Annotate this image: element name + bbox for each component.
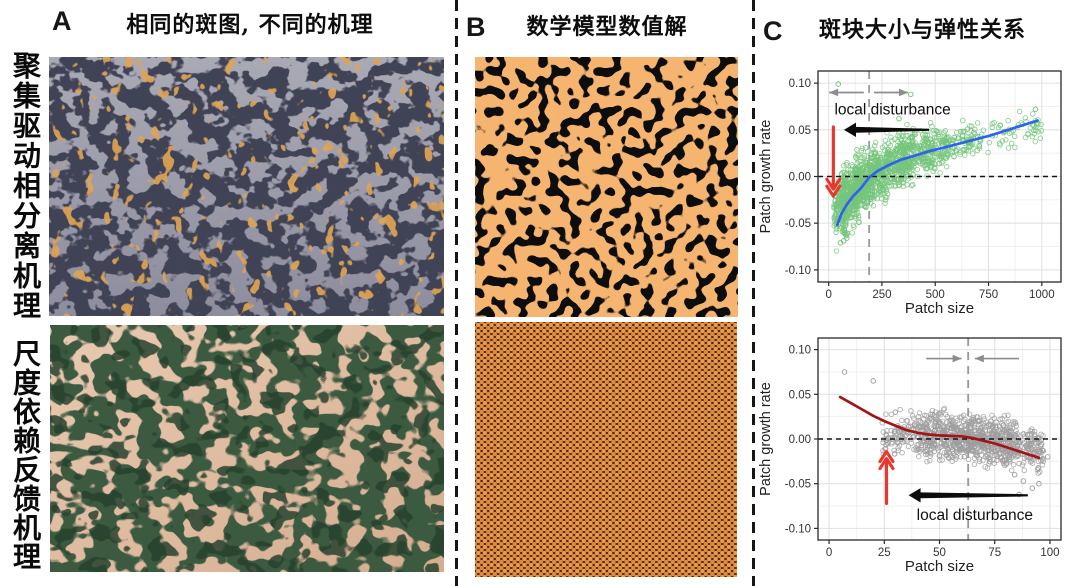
svg-text:Patch size: Patch size — [905, 558, 974, 575]
svg-text:500: 500 — [926, 289, 945, 301]
svg-text:0.00: 0.00 — [789, 172, 811, 184]
patch-growth-vs-size-chart-bottom: 0 25 50 75 100 -0.10 -0.05 0.00 0.05 0.10 Patch si… — [757, 324, 1075, 576]
svg-text:0: 0 — [825, 289, 831, 301]
mussel-bed-photo — [49, 57, 444, 316]
svg-text:0.05: 0.05 — [789, 125, 811, 137]
svg-text:0: 0 — [826, 547, 832, 559]
hexagonal-dot-pattern-simulation — [475, 322, 737, 577]
svg-text:Patch growth rate: Patch growth rate — [758, 120, 774, 234]
svg-text:0.05: 0.05 — [789, 389, 811, 401]
svg-text:local disturbance: local disturbance — [917, 507, 1033, 524]
svg-text:1000: 1000 — [1029, 289, 1055, 301]
panel-b-title: 数学模型数值解 — [526, 14, 688, 40]
turing-spot-pattern-simulation — [475, 57, 738, 317]
panel-divider-right — [752, 0, 755, 586]
svg-text:75: 75 — [988, 547, 1001, 559]
svg-text:250: 250 — [872, 289, 891, 301]
panel-b-letter: B — [466, 12, 486, 42]
panel-c-title: 斑块大小与弹性关系 — [818, 17, 1026, 43]
mechanism-label-phase-separation: 聚集驱动相分离机理 — [9, 51, 42, 321]
panel-c-letter: C — [763, 16, 783, 46]
patch-growth-vs-size-chart-top: 0 250 500 750 1000 -0.10 -0.05 0.00 0.05 0.10 Patc… — [757, 45, 1075, 313]
svg-text:0.10: 0.10 — [789, 345, 811, 357]
svg-text:25: 25 — [878, 547, 891, 559]
panel-a-title: 相同的斑图, 不同的机理 — [126, 12, 374, 38]
svg-text:0.00: 0.00 — [789, 434, 811, 446]
mechanism-label-scale-dependent-feedback: 尺度依赖反馈机理 — [9, 339, 42, 571]
panel-divider-left — [455, 0, 458, 586]
svg-text:100: 100 — [1040, 547, 1059, 559]
svg-text:-0.05: -0.05 — [785, 479, 811, 491]
svg-text:local disturbance: local disturbance — [834, 101, 950, 118]
svg-text:750: 750 — [979, 289, 998, 301]
svg-text:-0.05: -0.05 — [785, 218, 811, 230]
svg-text:-0.10: -0.10 — [785, 523, 811, 535]
svg-text:50: 50 — [933, 547, 946, 559]
svg-text:-0.10: -0.10 — [785, 265, 811, 277]
svg-text:Patch size: Patch size — [905, 300, 974, 313]
vegetation-pattern-photo — [50, 325, 444, 572]
svg-text:Patch growth rate: Patch growth rate — [758, 382, 774, 496]
svg-text:0.10: 0.10 — [789, 78, 811, 90]
panel-a-letter: A — [52, 6, 72, 36]
